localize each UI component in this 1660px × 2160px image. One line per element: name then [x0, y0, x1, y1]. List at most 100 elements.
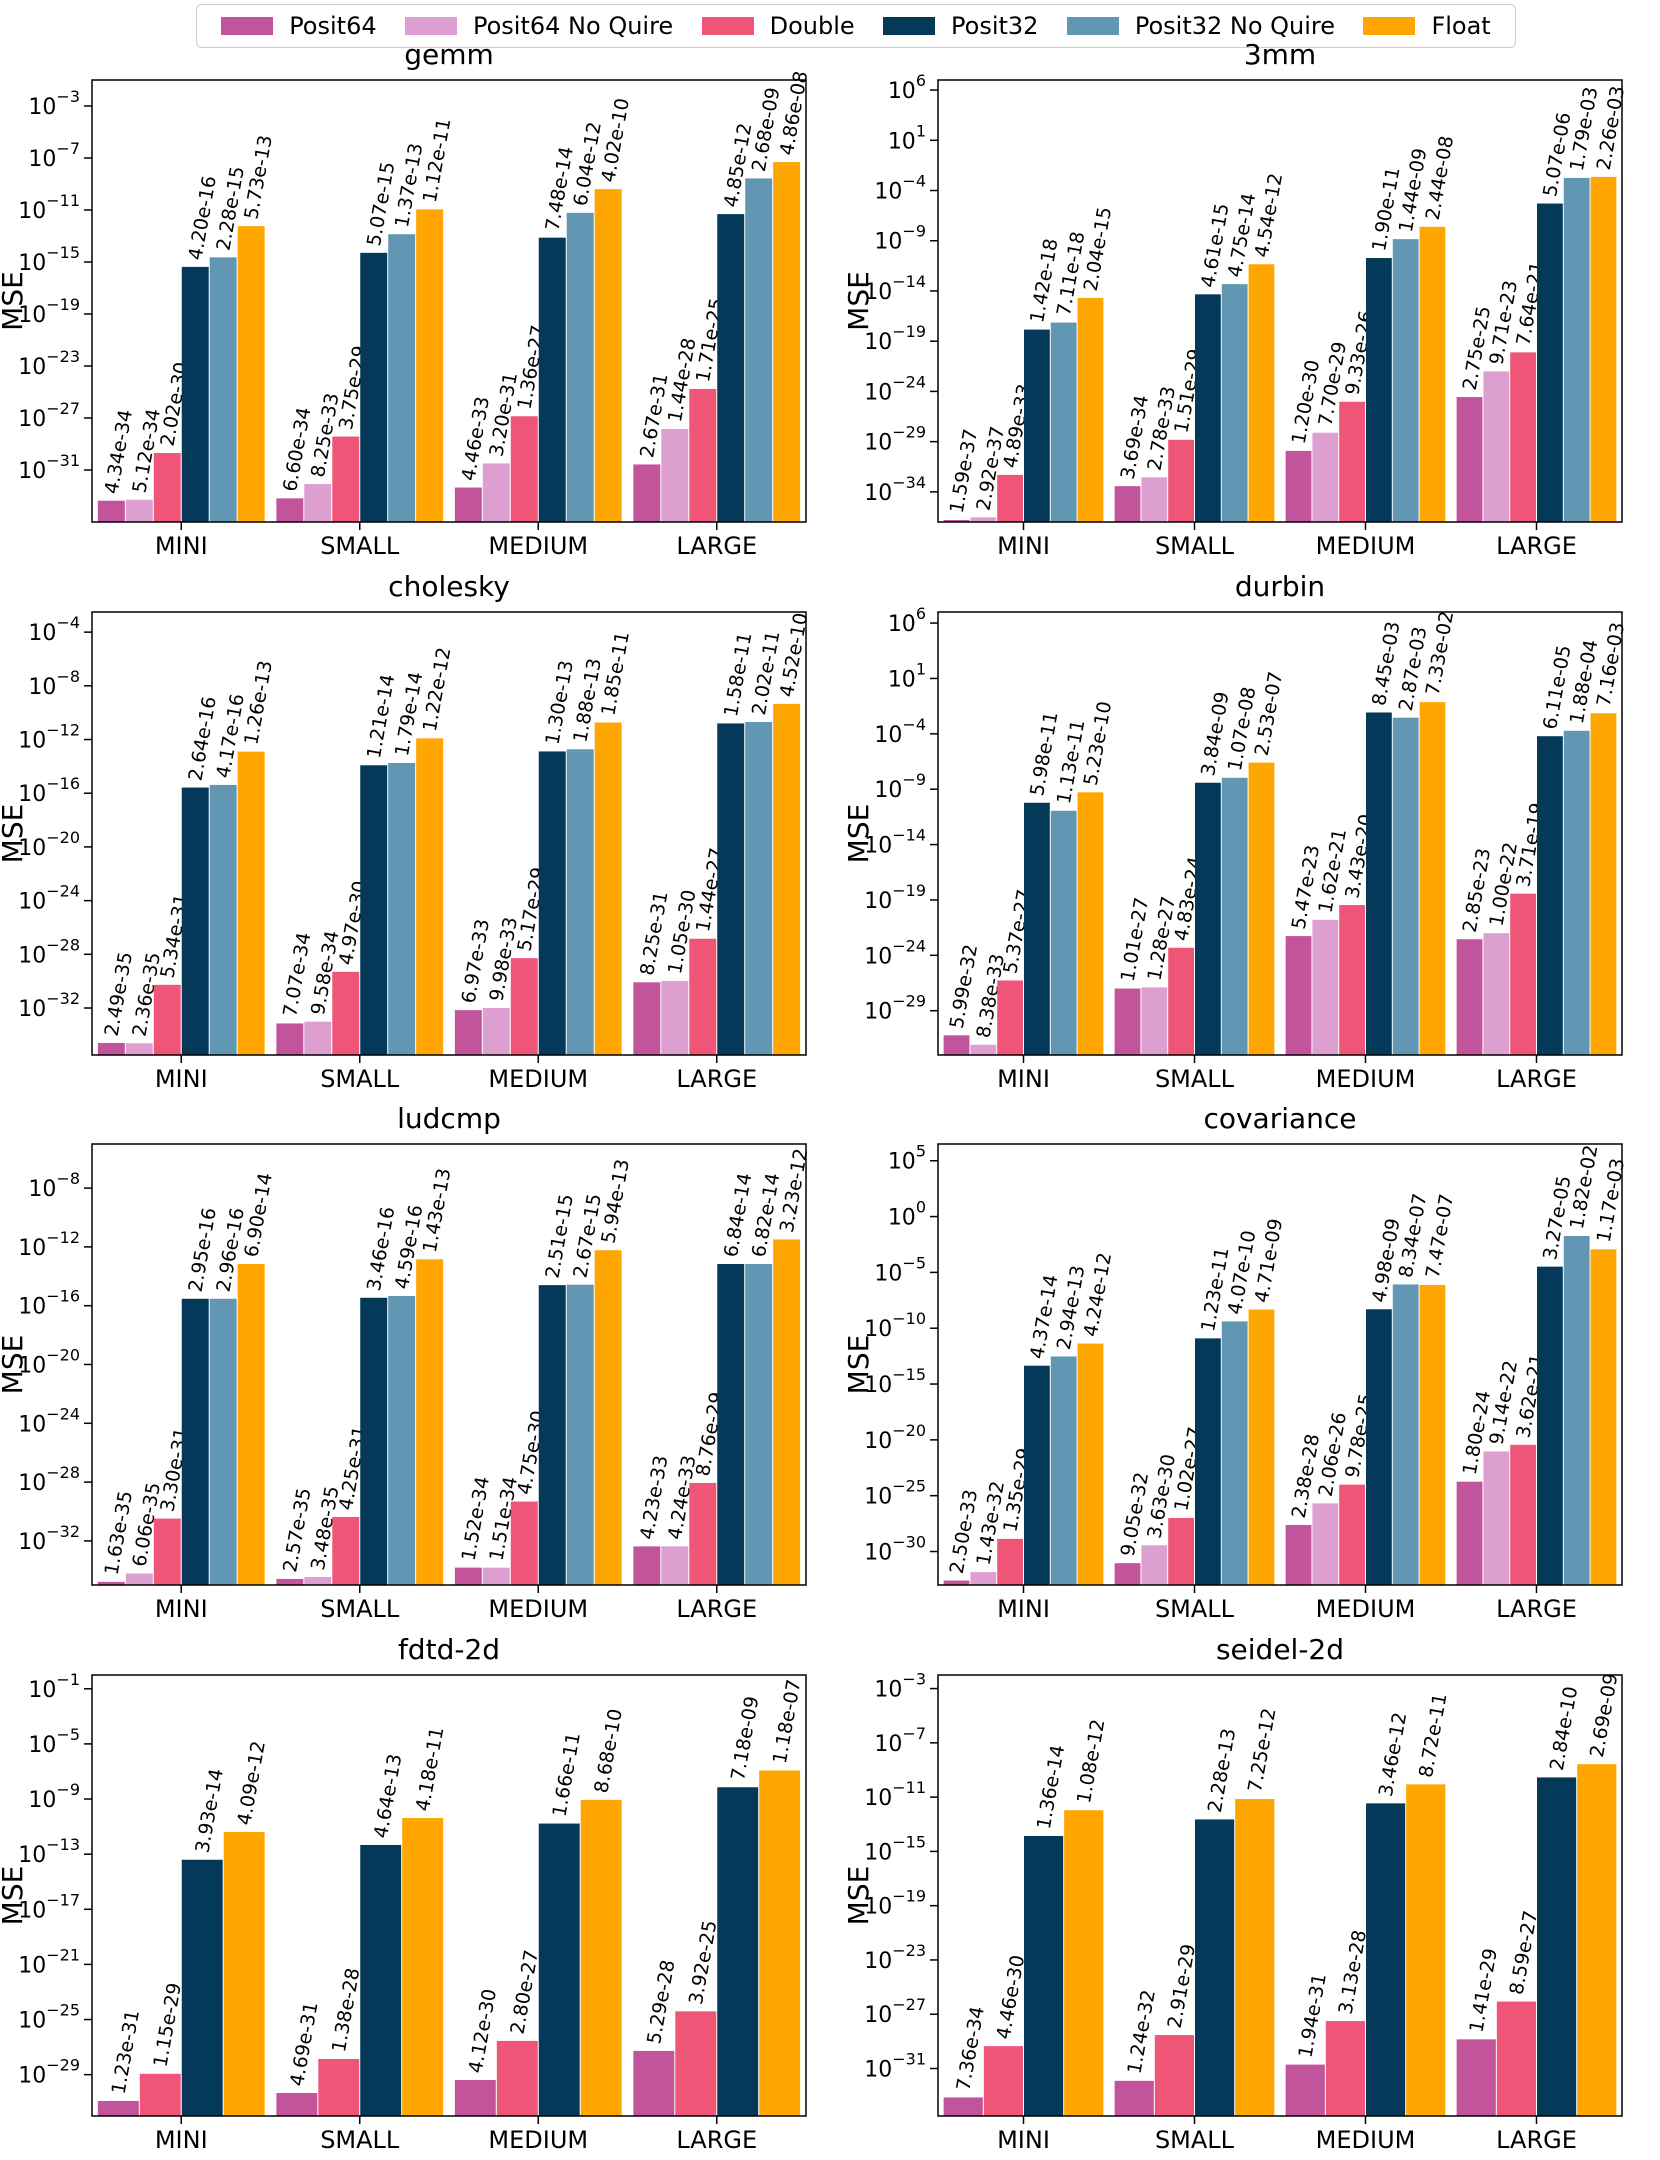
y-tick-exponent: −5: [902, 1253, 926, 1272]
x-tick-label: MEDIUM: [1316, 1595, 1416, 1623]
bar-value-label: 4.69e-31: [286, 2000, 322, 2088]
bar: [1419, 226, 1446, 522]
legend: Posit64 Posit64 No Quire Double Posit32 Posi…: [196, 4, 1516, 48]
bar: [538, 751, 566, 1055]
bar-value-label: 4.71e-09: [1251, 1217, 1287, 1305]
y-tick-label: 10−28: [18, 1463, 80, 1496]
bar-value-label: 4.18e-11: [412, 1725, 448, 1813]
y-tick-label: 10−16: [18, 774, 80, 807]
y-tick-exponent: 1: [916, 121, 926, 140]
y-tick-label: 10−20: [18, 1346, 80, 1379]
chart-title: gemm: [404, 38, 494, 71]
y-tick-label: 10−14: [864, 826, 926, 859]
bar-value-label: 2.53e-07: [1251, 670, 1287, 758]
bar: [181, 787, 209, 1055]
y-tick-label: 10−9: [874, 770, 926, 803]
y-tick-exponent: −4: [902, 715, 926, 734]
y-axis-label: MSE: [0, 804, 29, 864]
bar-value-label: 4.64e-13: [370, 1752, 406, 1840]
x-tick-label: MEDIUM: [488, 1065, 588, 1093]
bar: [1325, 2021, 1365, 2116]
x-tick-label: MEDIUM: [1316, 2126, 1416, 2154]
bar: [209, 257, 237, 522]
bar: [388, 762, 416, 1055]
y-tick-exponent: −15: [892, 1365, 926, 1384]
bar: [1168, 439, 1194, 522]
x-tick-label: LARGE: [676, 532, 757, 560]
plot-frame: [91, 611, 807, 1056]
bar: [1168, 1517, 1194, 1585]
bar: [1510, 1444, 1536, 1585]
bar: [1537, 1266, 1563, 1585]
bar: [997, 1538, 1023, 1585]
bar: [237, 751, 265, 1055]
y-tick-exponent: −32: [46, 1522, 80, 1541]
bar: [661, 428, 689, 522]
chart-title: durbin: [1235, 570, 1325, 603]
bar: [661, 980, 689, 1055]
y-tick-label: 10−8: [28, 1169, 80, 1202]
bar: [223, 1831, 265, 2116]
y-tick-exponent: −29: [46, 2056, 80, 2075]
chart-title: cholesky: [388, 570, 510, 603]
bar: [1419, 1284, 1446, 1585]
bar: [943, 1580, 970, 1585]
y-tick-label: 10−4: [874, 715, 926, 748]
bar-value-label: 6.60e-34: [279, 406, 315, 494]
x-tick-label: MINI: [997, 1065, 1050, 1093]
bar: [943, 2097, 983, 2116]
y-tick-exponent: −30: [892, 1533, 926, 1552]
y-tick-exponent: −20: [892, 1421, 926, 1440]
bar: [416, 1259, 444, 1585]
y-axis-label: MSE: [0, 271, 29, 331]
bar: [1077, 1343, 1104, 1585]
y-tick-label: 10−28: [18, 935, 80, 968]
bar: [482, 1008, 510, 1055]
bar: [209, 784, 237, 1055]
bar: [454, 1010, 482, 1055]
y-tick-exponent: 6: [916, 604, 926, 623]
x-tick-label: LARGE: [1496, 2126, 1577, 2154]
x-tick-label: LARGE: [676, 2126, 757, 2154]
bar: [538, 1823, 580, 2116]
y-tick-label: 10−27: [864, 1995, 926, 2028]
bar: [689, 388, 717, 522]
bar: [510, 958, 538, 1055]
y-axis-label: MSE: [0, 1335, 29, 1395]
y-tick-exponent: −3: [56, 87, 80, 106]
bar: [1050, 322, 1077, 522]
bar: [566, 749, 594, 1055]
bar: [633, 1546, 661, 1585]
bar: [1392, 1284, 1419, 1585]
bar: [538, 237, 566, 522]
chart-title: fdtd-2d: [398, 1633, 500, 1666]
bar: [416, 738, 444, 1055]
bar: [1235, 1799, 1275, 2116]
y-tick-exponent: −12: [46, 1228, 80, 1247]
legend-swatch: [1066, 17, 1119, 35]
legend-item: Posit64 No Quire: [405, 12, 673, 40]
bar-value-label: 1.24e-32: [1123, 1988, 1159, 2076]
y-tick-exponent: −5: [56, 1725, 80, 1744]
bar: [304, 1021, 332, 1055]
bar: [1406, 1784, 1446, 2116]
bar: [1248, 762, 1275, 1055]
bar: [454, 487, 482, 522]
bar: [1248, 264, 1275, 522]
y-tick-label: 10−1: [28, 1670, 80, 1703]
legend-swatch: [221, 17, 274, 35]
bar: [689, 938, 717, 1055]
y-tick-label: 10−7: [874, 1724, 926, 1757]
bar-value-label: 3.13e-28: [1335, 1928, 1371, 2016]
chart-panel: covariance MSE 105 100 10−5 10−10 10−15 10−20 10…: [842, 1102, 1629, 1623]
bar: [97, 2100, 139, 2116]
y-tick-label: 10−3: [874, 1670, 926, 1703]
bar: [510, 416, 538, 522]
bar: [970, 517, 997, 522]
bar: [1510, 893, 1536, 1055]
chart-panel: 3mm MSE 106 101 10−4 10−9 10−14 10−19 10−24 10−29…: [842, 38, 1629, 560]
bar: [1483, 1451, 1510, 1585]
y-tick-label: 106: [888, 71, 926, 104]
bar: [717, 1264, 745, 1585]
bar: [1221, 777, 1248, 1055]
